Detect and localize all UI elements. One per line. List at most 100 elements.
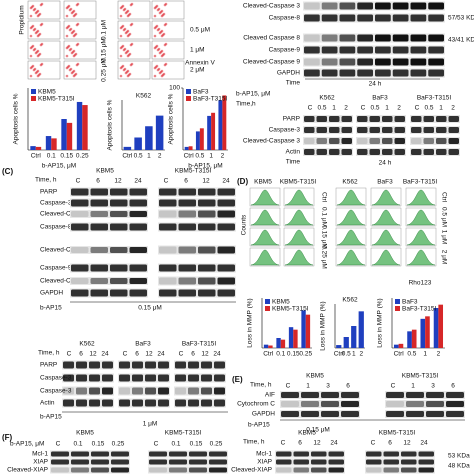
band [90, 223, 108, 231]
band [406, 392, 424, 398]
x-tick-label: 0.15 [287, 351, 300, 358]
band [375, 46, 391, 54]
label: C [154, 441, 159, 448]
band [328, 451, 344, 457]
hist-frame [335, 207, 367, 227]
label: Ctrl [440, 192, 447, 203]
hist-frame [335, 187, 367, 207]
bar [393, 344, 399, 348]
label: 12 [145, 351, 153, 358]
blot-bg [158, 222, 236, 232]
label: 12 [202, 178, 210, 185]
legend-label: BaF3 [402, 299, 418, 306]
legend-label: KBM5-T315I [272, 306, 309, 313]
band [428, 46, 444, 54]
band [448, 116, 459, 122]
band [304, 127, 315, 133]
blot-bg [148, 458, 228, 466]
flow-dot [119, 34, 123, 38]
legend-swatch [395, 299, 400, 304]
band [76, 361, 87, 369]
band [189, 467, 207, 473]
band [214, 374, 225, 382]
band [375, 34, 391, 42]
band [178, 199, 196, 207]
band [341, 401, 359, 407]
label: C [67, 351, 72, 358]
flow-dot [124, 71, 128, 75]
band [316, 116, 327, 122]
histogram [406, 189, 436, 206]
label: 12 [114, 178, 122, 185]
band [110, 188, 128, 196]
flow-dot [119, 54, 123, 58]
label: C [391, 383, 396, 390]
band [426, 392, 444, 398]
label: KBM5-T315I [175, 168, 212, 175]
blot-bg [365, 458, 435, 466]
histogram [250, 189, 280, 206]
x-tick-label: 2 [158, 153, 162, 160]
flow-dot [34, 51, 38, 55]
band [423, 149, 434, 155]
band [341, 127, 352, 133]
band [217, 199, 235, 207]
band [129, 199, 147, 207]
hist-frame [249, 207, 281, 227]
label: (C) [2, 167, 13, 176]
band [90, 211, 108, 217]
bar [51, 138, 57, 150]
label: 24 [134, 178, 142, 185]
band [341, 138, 352, 144]
histogram [336, 209, 366, 226]
histogram [336, 249, 366, 266]
band [63, 387, 74, 395]
band [366, 459, 382, 465]
band [392, 69, 409, 77]
flow-plot [27, 60, 61, 80]
blot-bg [303, 33, 445, 43]
label: 6 [451, 383, 455, 390]
band [175, 399, 186, 407]
band [304, 69, 320, 77]
blot-bg [303, 45, 445, 55]
band [406, 401, 424, 407]
label: GAPDH [40, 290, 63, 297]
hist-frame [405, 187, 437, 207]
band [301, 411, 319, 417]
band [51, 459, 69, 465]
flow-dot [70, 71, 74, 75]
bar [398, 343, 404, 348]
band [339, 46, 356, 54]
band [304, 14, 320, 22]
band [448, 138, 459, 144]
label: 6 [96, 178, 100, 185]
band [392, 2, 409, 10]
legend-swatch [265, 306, 270, 311]
band [178, 289, 196, 297]
histogram [284, 209, 314, 226]
label: 0.1 μM [320, 207, 327, 227]
label: 48 KDa [448, 463, 470, 470]
blot-bg [385, 410, 465, 418]
label: Time, h [35, 177, 57, 184]
hist-frame [249, 247, 281, 267]
band [159, 289, 177, 297]
bar [35, 146, 42, 150]
histogram [336, 229, 366, 246]
band [304, 46, 320, 54]
band [339, 58, 356, 66]
flow-dot [124, 51, 128, 55]
band [145, 374, 156, 382]
bar [425, 316, 430, 348]
bar [145, 126, 153, 150]
label: 6 [346, 383, 350, 390]
label: 24 h [369, 81, 382, 88]
x-tick-label: Ctrl [122, 153, 133, 160]
label: 1 μM [190, 47, 205, 54]
blot-bg [62, 360, 114, 370]
bar [280, 339, 286, 348]
label: Cleaved-Caspase 8 [40, 247, 97, 254]
band [217, 289, 235, 297]
label: KBM5 [76, 430, 94, 437]
